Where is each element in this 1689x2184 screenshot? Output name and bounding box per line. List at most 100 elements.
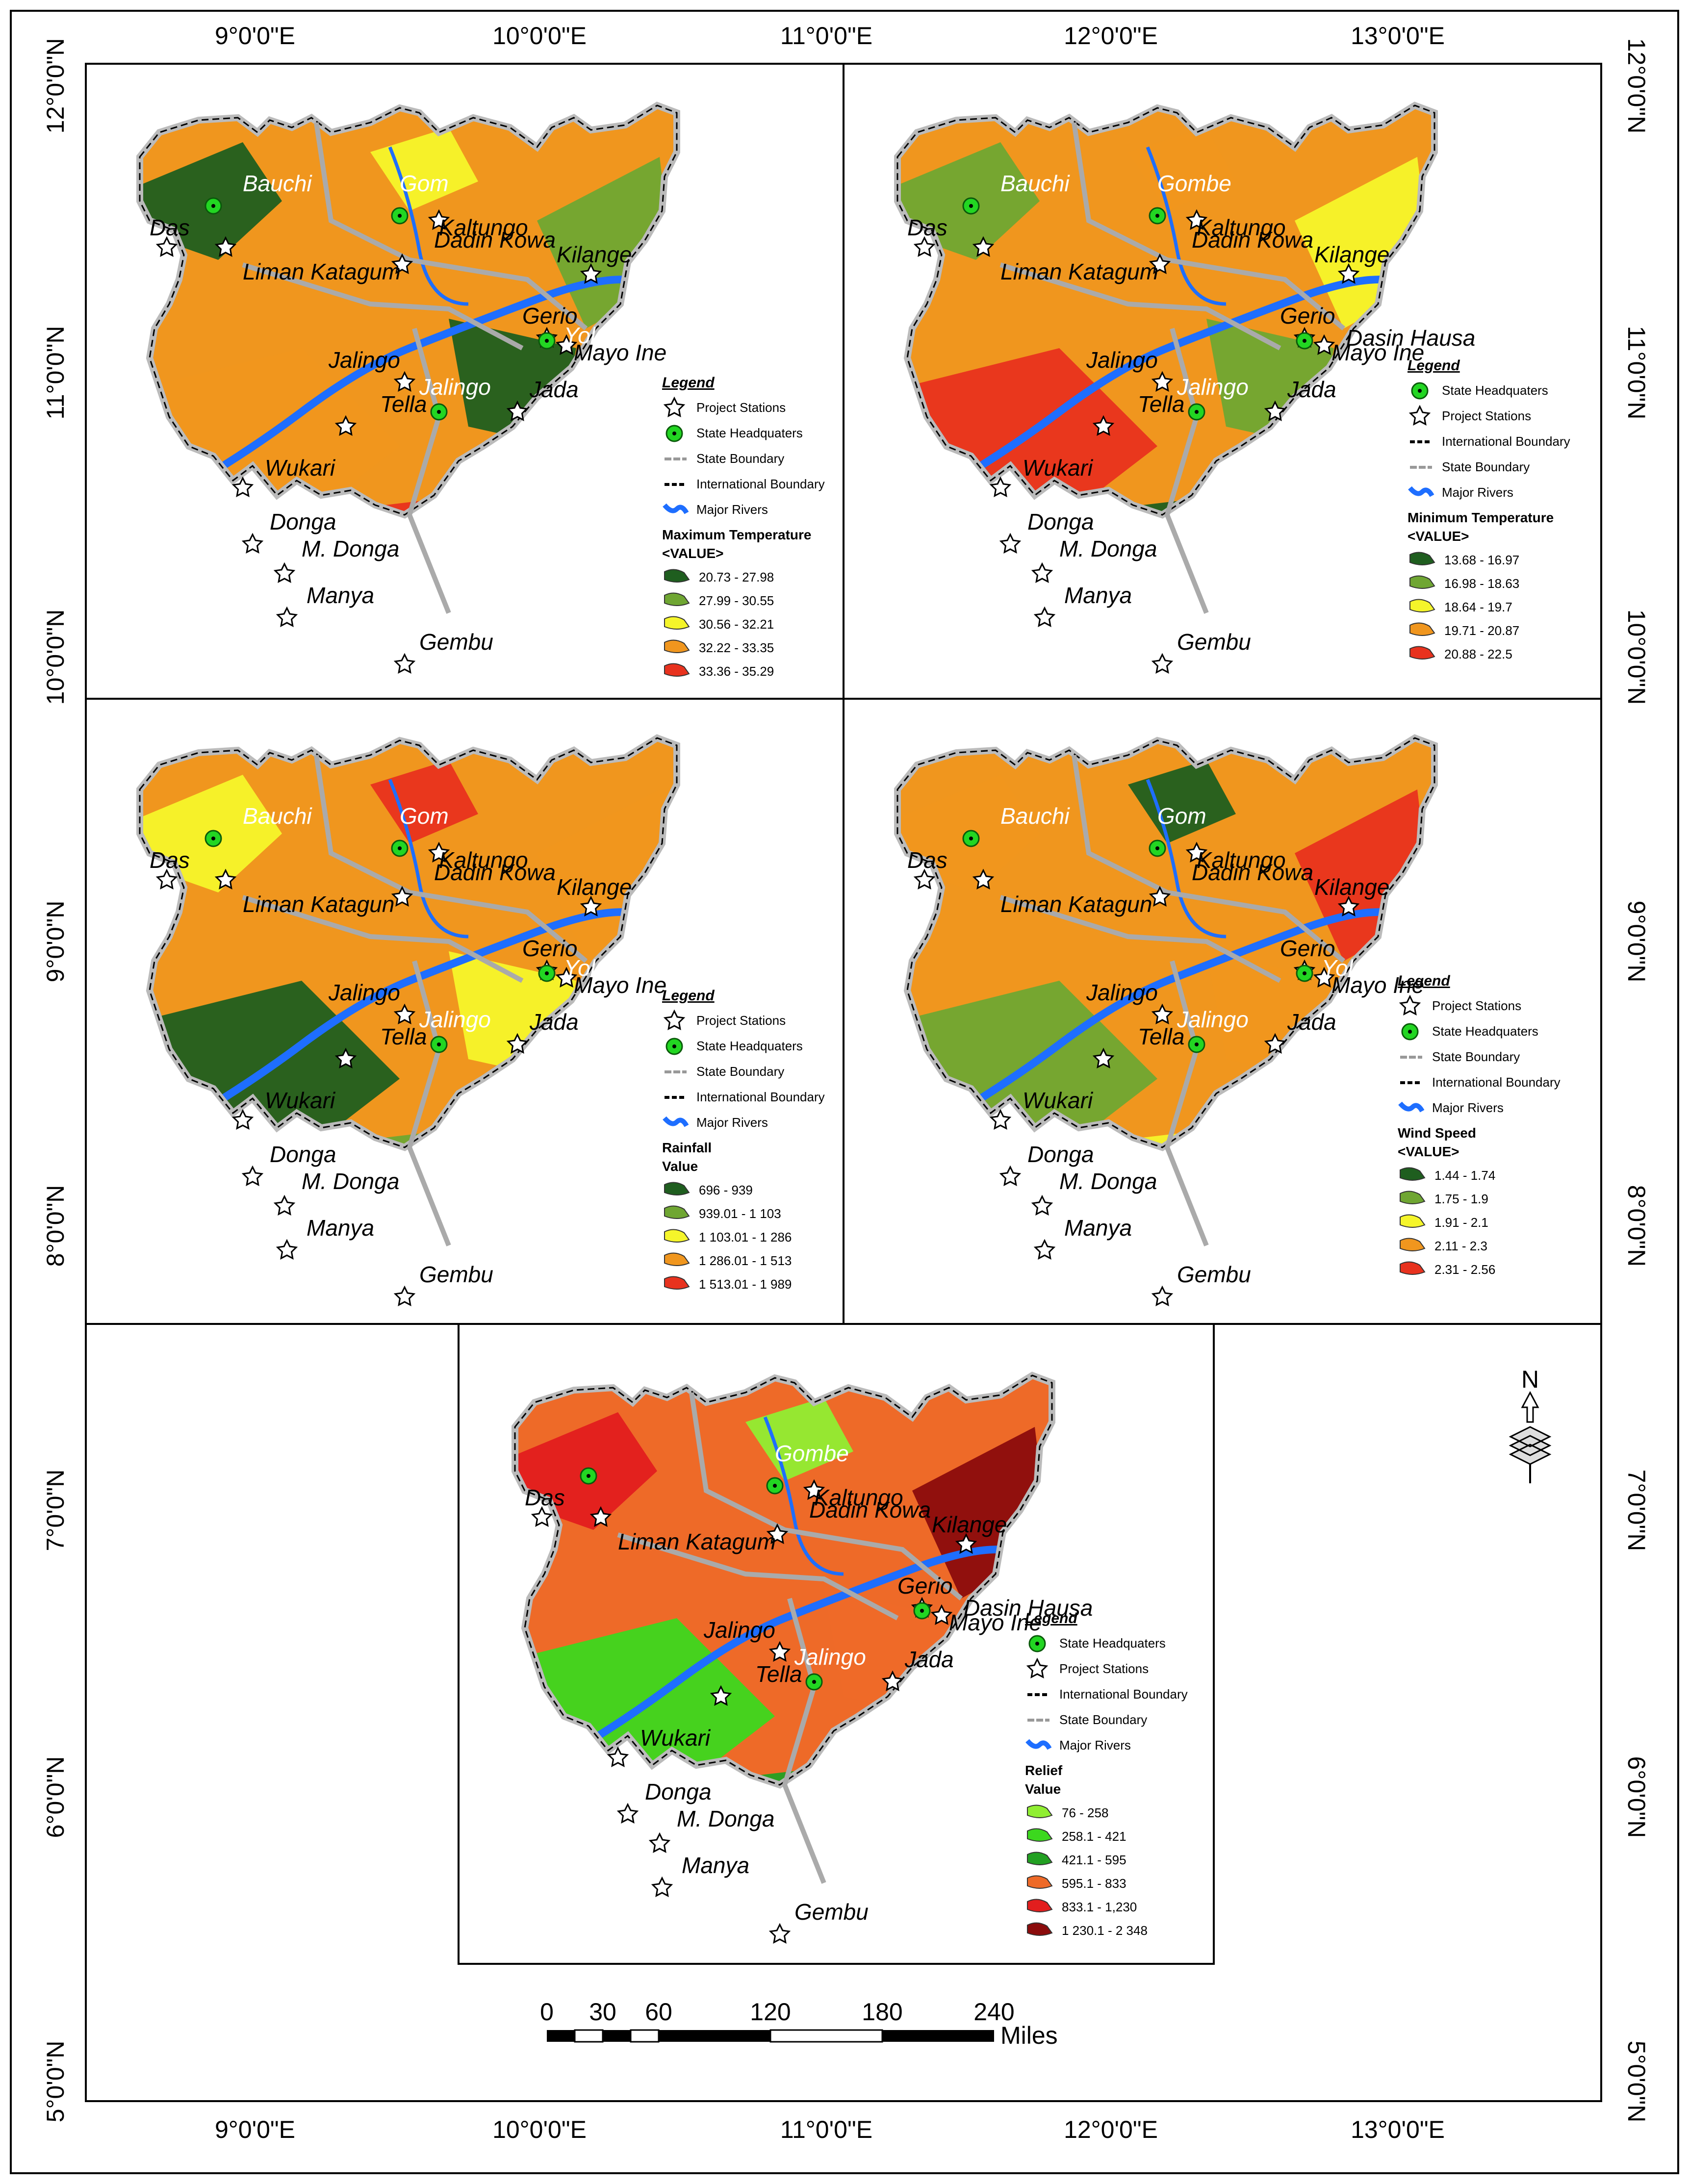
place-label: Wukari — [1023, 1088, 1094, 1113]
project-station-star-icon — [914, 237, 935, 256]
legend-title: Legend — [662, 988, 715, 1004]
project-station-star-icon — [1000, 1166, 1021, 1186]
legend-class-swatch — [1027, 1828, 1053, 1842]
legend-class-label: 1 230.1 - 2 348 — [1062, 1923, 1148, 1938]
state-headquarters-icon — [1188, 403, 1205, 421]
major-river — [388, 146, 469, 306]
scale-seg — [630, 2029, 660, 2043]
legend-item-label: Project Stations — [1442, 408, 1531, 423]
place-label: M. Donga — [1059, 536, 1157, 561]
right-lat-label: 7°0'0"N — [1623, 1470, 1650, 1551]
legend-class-swatch — [1409, 622, 1435, 636]
legend-sub: Value — [1025, 1781, 1061, 1797]
map-legend: Legend State Headquaters Project Stations I… — [1408, 357, 1570, 661]
state-boundary-inner — [999, 895, 1281, 983]
major-river — [1146, 146, 1227, 306]
legend-item-label: International Boundary — [1432, 1075, 1561, 1090]
place-label: Wukari — [265, 1088, 336, 1113]
raster-zone — [370, 127, 478, 211]
state-headquarters-icon — [538, 332, 556, 350]
legend-class-label: 13.68 - 16.97 — [1444, 553, 1519, 567]
place-label: Dadin Kowa — [1192, 860, 1313, 885]
project-station-star-icon — [394, 654, 415, 673]
state-headquarters-icon — [430, 403, 448, 421]
state-boundary-inner — [999, 262, 1281, 351]
place-label: Yola — [1322, 955, 1366, 981]
legend-class-swatch — [1409, 646, 1435, 660]
legend-item-label: State Boundary — [696, 1064, 784, 1079]
place-label: Tella — [755, 1661, 802, 1687]
place-label: Bauchi — [243, 803, 312, 829]
scale-tick-label: 120 — [750, 1998, 791, 2026]
place-label: Manya — [307, 1215, 374, 1241]
major-river — [1146, 779, 1227, 939]
place-label: Mayo Ine — [574, 340, 666, 365]
legend-item-label: Major Rivers — [696, 1115, 768, 1130]
place-label: Gom — [1157, 803, 1206, 829]
place-label: Kaltungo — [1197, 215, 1286, 240]
outer-frame — [10, 10, 1679, 2174]
place-label: Das — [525, 1485, 565, 1510]
state-headquarters-icon — [805, 1673, 823, 1691]
right-lat-label: 8°0'0"N — [1623, 1185, 1650, 1267]
place-label: Mayo Ine — [1331, 972, 1424, 998]
place-label: Kaltungo — [439, 215, 528, 240]
left-lat-label: 12°0'0"N — [42, 38, 69, 134]
place-label: Kilange — [1314, 242, 1389, 267]
legend-class-swatch — [1027, 1804, 1053, 1818]
legend-title: Legend — [1408, 357, 1460, 374]
major-river — [930, 908, 1409, 1131]
legend-class-label: 1 103.01 - 1 286 — [699, 1230, 792, 1244]
place-label: Bauchi — [1000, 803, 1070, 829]
legend-sub: Value — [662, 1159, 698, 1174]
place-label: Kaltungo — [814, 1485, 903, 1510]
major-river — [930, 276, 1409, 499]
project-station-star-icon — [769, 1924, 790, 1943]
place-label: Das — [150, 215, 190, 240]
project-station-star-icon — [1034, 1240, 1055, 1259]
legend-class-swatch — [1400, 1191, 1426, 1204]
left-lat-label: 8°0'0"N — [42, 1185, 69, 1267]
right-lat-label: 5°0'0"N — [1623, 2041, 1650, 2123]
legend-star-icon — [664, 397, 685, 417]
legend-class-swatch — [1027, 1922, 1053, 1936]
place-label: Jalingo — [703, 1617, 775, 1643]
legend-star-icon — [1027, 1658, 1048, 1678]
legend-class-label: 2.11 - 2.3 — [1434, 1239, 1487, 1253]
scale-bar: 0 30 60 120 180 240 Miles — [540, 1998, 1058, 2049]
project-station-star-icon — [156, 237, 177, 256]
map-legend: Legend Project Stations State Headquaters S… — [662, 988, 825, 1292]
legend-class-label: 76 - 258 — [1062, 1805, 1108, 1820]
legend-item-label: International Boundary — [696, 477, 825, 491]
right-lat-label: 9°0'0"N — [1623, 901, 1650, 983]
top-longitude-labels: 9°0'0"E 10°0'0"E 11°0'0"E 12°0'0"E 13°0'… — [215, 22, 1445, 50]
legend-class-swatch — [664, 639, 690, 653]
legend-river-icon — [1408, 486, 1434, 497]
legend-class-label: 33.36 - 35.29 — [699, 664, 774, 679]
place-label: Gom — [400, 171, 449, 196]
project-station-star-icon — [652, 1877, 672, 1897]
legend-class-swatch — [1027, 1875, 1053, 1889]
place-label: Dasin Hausa — [1346, 325, 1475, 351]
major-river — [547, 1546, 1027, 1769]
place-label: Dasin Hausa — [964, 1595, 1093, 1621]
place-label: Jalingo — [1177, 374, 1249, 400]
legend-class-label: 19.71 - 20.87 — [1444, 623, 1519, 638]
legend-class-label: 30.56 - 32.21 — [699, 617, 774, 632]
place-label: Manya — [682, 1853, 749, 1878]
major-river — [388, 779, 469, 939]
legend-class-label: 833.1 - 1,230 — [1062, 1900, 1137, 1914]
place-label: Kilange — [557, 874, 632, 900]
scale-tick-label: 30 — [589, 1998, 616, 2026]
legend-item-label: Major Rivers — [1432, 1100, 1504, 1115]
top-lon-label: 13°0'0"E — [1351, 22, 1445, 50]
state-boundary-inner — [407, 960, 451, 1246]
legend-class-label: 421.1 - 595 — [1062, 1853, 1126, 1867]
project-station-star-icon — [242, 533, 263, 553]
right-latitude-labels: 12°0'0"N 11°0'0"N 10°0'0"N 9°0'0"N 8°0'0… — [1623, 38, 1650, 2123]
legend-class-swatch — [1400, 1214, 1426, 1228]
left-lat-label: 6°0'0"N — [42, 1756, 69, 1838]
map-legend: Legend Project Stations State Headquaters S… — [1398, 973, 1561, 1277]
